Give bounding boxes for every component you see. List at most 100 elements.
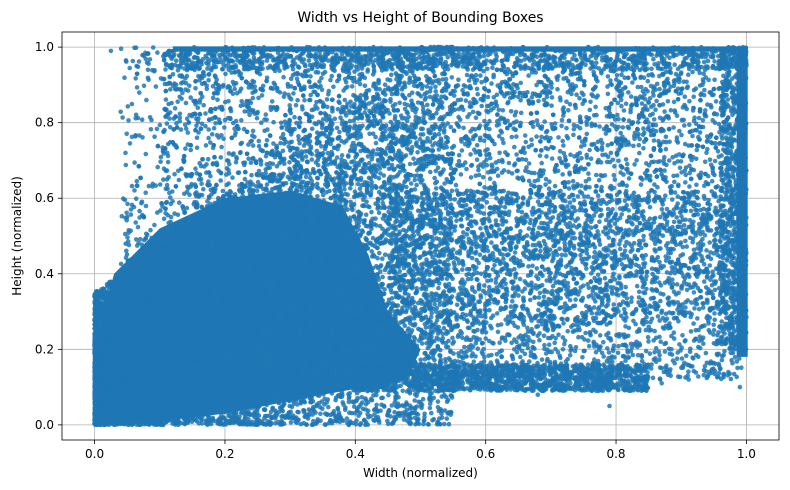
scatter-point bbox=[393, 394, 398, 399]
scatter-point bbox=[318, 321, 323, 326]
scatter-point bbox=[290, 328, 296, 334]
scatter-point bbox=[280, 393, 286, 399]
height-one-band bbox=[172, 46, 748, 52]
scatter-point bbox=[414, 286, 420, 291]
scatter-point bbox=[226, 413, 231, 419]
scatter-point bbox=[161, 250, 167, 255]
scatter-point bbox=[439, 394, 445, 399]
scatter-point bbox=[448, 124, 454, 130]
scatter-point bbox=[322, 249, 327, 255]
scatter-point bbox=[255, 325, 261, 331]
scatter-point bbox=[201, 384, 207, 389]
scatter-point bbox=[315, 277, 321, 283]
scatter-point bbox=[294, 280, 299, 285]
scatter-point bbox=[360, 406, 366, 412]
scatter-point bbox=[313, 341, 319, 346]
scatter-point bbox=[287, 160, 292, 165]
scatter-point bbox=[348, 186, 353, 191]
scatter-point bbox=[217, 371, 222, 377]
scatter-point bbox=[348, 343, 353, 348]
scatter-point bbox=[167, 249, 172, 254]
scatter-point bbox=[313, 421, 319, 427]
scatter-point bbox=[282, 358, 288, 363]
scatter-point bbox=[319, 144, 324, 149]
scatter-point bbox=[314, 175, 320, 181]
scatter-point bbox=[339, 153, 345, 158]
scatter-point bbox=[170, 337, 176, 343]
scatter-point bbox=[242, 375, 247, 381]
scatter-point bbox=[309, 126, 315, 132]
scatter-point bbox=[110, 321, 116, 327]
scatter-point bbox=[322, 347, 328, 352]
scatter-point bbox=[293, 347, 298, 353]
scatter-point bbox=[298, 277, 304, 282]
scatter-point bbox=[237, 330, 242, 336]
scatter-point bbox=[193, 270, 198, 276]
scatter-point bbox=[215, 236, 221, 242]
scatter-point bbox=[309, 157, 315, 162]
scatter-point bbox=[415, 150, 420, 155]
scatter-point bbox=[209, 332, 215, 337]
scatter-point bbox=[331, 334, 336, 340]
scatter-point bbox=[414, 182, 419, 188]
scatter-point bbox=[314, 181, 320, 187]
scatter-point bbox=[212, 325, 217, 331]
scatter-point bbox=[412, 398, 418, 403]
scatter-point bbox=[231, 358, 236, 364]
scatter-point bbox=[263, 343, 269, 348]
scatter-point bbox=[435, 399, 441, 404]
scatter-point bbox=[295, 209, 300, 215]
scatter-point bbox=[316, 292, 321, 297]
scatter-point bbox=[285, 310, 291, 315]
scatter-point bbox=[137, 418, 142, 423]
scatter-point bbox=[335, 379, 341, 384]
scatter-point bbox=[441, 130, 447, 135]
scatter-point bbox=[265, 198, 271, 203]
scatter-point bbox=[381, 347, 386, 352]
scatter-point bbox=[269, 344, 274, 350]
scatter-point bbox=[426, 422, 431, 427]
scatter-point bbox=[374, 91, 380, 97]
scatter-point bbox=[222, 308, 227, 314]
scatter-point bbox=[267, 272, 273, 278]
scatter-point bbox=[352, 285, 358, 291]
scatter-point bbox=[239, 409, 244, 415]
scatter-point bbox=[223, 330, 229, 335]
scatter-point bbox=[303, 228, 309, 233]
scatter-point bbox=[195, 350, 201, 355]
scatter-point bbox=[276, 399, 282, 405]
scatter-point bbox=[279, 323, 285, 329]
scatter-point bbox=[244, 335, 250, 341]
scatter-point bbox=[301, 266, 307, 272]
scatter-point bbox=[288, 420, 294, 425]
scatter-point bbox=[209, 337, 215, 343]
scatter-point bbox=[329, 391, 335, 396]
scatter-point bbox=[258, 287, 263, 293]
scatter-point bbox=[389, 403, 395, 408]
scatter-point bbox=[191, 275, 197, 281]
scatter-point bbox=[252, 414, 258, 420]
scatter-point bbox=[354, 343, 359, 348]
scatter-point bbox=[249, 172, 254, 178]
scatter-point bbox=[165, 390, 170, 395]
scatter-point bbox=[391, 175, 397, 180]
scatter-point bbox=[250, 280, 256, 285]
scatter-point bbox=[437, 302, 443, 307]
scatter-point bbox=[417, 136, 423, 142]
scatter-point bbox=[299, 290, 305, 296]
scatter-point bbox=[291, 379, 297, 385]
scatter-point bbox=[356, 404, 362, 410]
scatter-point bbox=[187, 323, 193, 329]
scatter-point bbox=[374, 331, 379, 337]
scatter-point bbox=[222, 409, 228, 415]
scatter-point bbox=[427, 401, 433, 407]
scatter-point bbox=[385, 418, 390, 424]
scatter-point bbox=[354, 330, 360, 335]
scatter-point bbox=[134, 407, 140, 413]
scatter-point bbox=[346, 241, 351, 247]
scatter-point bbox=[329, 380, 334, 386]
scatter-point bbox=[134, 274, 139, 280]
scatter-point bbox=[342, 356, 348, 361]
scatter-point bbox=[433, 168, 439, 174]
